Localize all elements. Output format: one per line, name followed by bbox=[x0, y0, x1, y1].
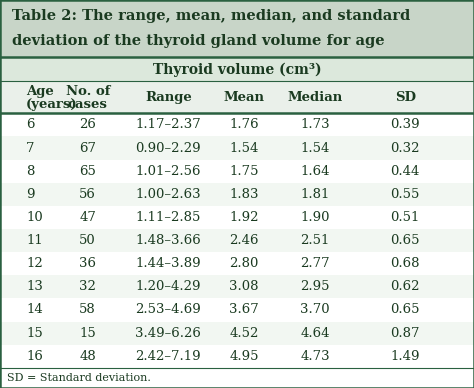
Bar bbox=[0, 137, 474, 159]
Text: 1.81: 1.81 bbox=[301, 188, 330, 201]
Text: 32: 32 bbox=[79, 281, 96, 293]
Text: 3.49–6.26: 3.49–6.26 bbox=[136, 327, 201, 340]
Bar bbox=[0, 252, 474, 275]
Bar bbox=[0, 298, 474, 322]
Text: 4.52: 4.52 bbox=[229, 327, 259, 340]
Text: 3.08: 3.08 bbox=[229, 281, 259, 293]
Text: 7: 7 bbox=[26, 142, 35, 154]
Text: 26: 26 bbox=[79, 118, 96, 132]
Text: 4.73: 4.73 bbox=[301, 350, 330, 363]
Text: 10: 10 bbox=[26, 211, 43, 224]
Text: 16: 16 bbox=[26, 350, 43, 363]
Bar bbox=[0, 113, 474, 137]
Text: Table 2: The range, mean, median, and standard: Table 2: The range, mean, median, and st… bbox=[12, 9, 410, 23]
Text: 1.11–2.85: 1.11–2.85 bbox=[136, 211, 201, 224]
Text: 1.90: 1.90 bbox=[301, 211, 330, 224]
Text: 0.39: 0.39 bbox=[391, 118, 420, 132]
Text: No. of: No. of bbox=[65, 85, 110, 98]
Bar bbox=[0, 275, 474, 298]
Text: 1.54: 1.54 bbox=[301, 142, 330, 154]
Text: 2.77: 2.77 bbox=[301, 257, 330, 270]
Text: 6: 6 bbox=[26, 118, 35, 132]
Text: 48: 48 bbox=[79, 350, 96, 363]
Text: 1.75: 1.75 bbox=[229, 165, 259, 178]
Text: 2.80: 2.80 bbox=[229, 257, 259, 270]
Text: deviation of the thyroid gland volume for age: deviation of the thyroid gland volume fo… bbox=[12, 35, 384, 48]
Text: 0.44: 0.44 bbox=[391, 165, 420, 178]
Text: 0.68: 0.68 bbox=[391, 257, 420, 270]
Text: 1.01–2.56: 1.01–2.56 bbox=[136, 165, 201, 178]
Text: Thyroid volume (cm³): Thyroid volume (cm³) bbox=[153, 62, 321, 77]
Text: 15: 15 bbox=[79, 327, 96, 340]
Text: 1.20–4.29: 1.20–4.29 bbox=[136, 281, 201, 293]
Text: 58: 58 bbox=[79, 303, 96, 317]
Text: 1.48–3.66: 1.48–3.66 bbox=[136, 234, 201, 247]
Text: Mean: Mean bbox=[224, 91, 264, 104]
Text: 67: 67 bbox=[79, 142, 96, 154]
Text: 2.46: 2.46 bbox=[229, 234, 259, 247]
Text: 15: 15 bbox=[26, 327, 43, 340]
Bar bbox=[0, 81, 474, 113]
Text: 1.73: 1.73 bbox=[301, 118, 330, 132]
Text: 36: 36 bbox=[79, 257, 96, 270]
Bar bbox=[0, 368, 474, 388]
Text: 4.95: 4.95 bbox=[229, 350, 259, 363]
Bar bbox=[0, 159, 474, 183]
Bar bbox=[0, 183, 474, 206]
Text: 1.54: 1.54 bbox=[229, 142, 259, 154]
Text: 1.00–2.63: 1.00–2.63 bbox=[136, 188, 201, 201]
Bar bbox=[0, 322, 474, 345]
Text: 4.64: 4.64 bbox=[301, 327, 330, 340]
Text: 0.51: 0.51 bbox=[391, 211, 420, 224]
Text: 65: 65 bbox=[79, 165, 96, 178]
Text: Age: Age bbox=[26, 85, 54, 98]
Text: 0.32: 0.32 bbox=[391, 142, 420, 154]
Bar bbox=[0, 206, 474, 229]
Text: 56: 56 bbox=[79, 188, 96, 201]
Text: 3.67: 3.67 bbox=[229, 303, 259, 317]
Text: 2.95: 2.95 bbox=[301, 281, 330, 293]
Text: 1.83: 1.83 bbox=[229, 188, 259, 201]
Text: 0.55: 0.55 bbox=[391, 188, 420, 201]
Text: SD = Standard deviation.: SD = Standard deviation. bbox=[7, 373, 151, 383]
Text: (years): (years) bbox=[26, 98, 78, 111]
Bar bbox=[0, 57, 474, 81]
Text: 0.65: 0.65 bbox=[391, 303, 420, 317]
Bar bbox=[0, 229, 474, 252]
Text: 0.90–2.29: 0.90–2.29 bbox=[136, 142, 201, 154]
Text: 1.92: 1.92 bbox=[229, 211, 259, 224]
Text: 14: 14 bbox=[26, 303, 43, 317]
Text: 1.44–3.89: 1.44–3.89 bbox=[136, 257, 201, 270]
Bar bbox=[0, 345, 474, 368]
Text: 0.87: 0.87 bbox=[391, 327, 420, 340]
Text: 2.53–4.69: 2.53–4.69 bbox=[136, 303, 201, 317]
Text: 12: 12 bbox=[26, 257, 43, 270]
Text: 2.51: 2.51 bbox=[301, 234, 330, 247]
Text: 8: 8 bbox=[26, 165, 35, 178]
Text: 2.42–7.19: 2.42–7.19 bbox=[136, 350, 201, 363]
Text: 11: 11 bbox=[26, 234, 43, 247]
Text: Range: Range bbox=[145, 91, 191, 104]
Text: 9: 9 bbox=[26, 188, 35, 201]
Text: 0.65: 0.65 bbox=[391, 234, 420, 247]
Text: SD: SD bbox=[395, 91, 416, 104]
Text: 1.64: 1.64 bbox=[301, 165, 330, 178]
Text: 13: 13 bbox=[26, 281, 43, 293]
Text: 1.17–2.37: 1.17–2.37 bbox=[136, 118, 201, 132]
Text: 47: 47 bbox=[79, 211, 96, 224]
Text: 3.70: 3.70 bbox=[301, 303, 330, 317]
Text: Median: Median bbox=[288, 91, 343, 104]
Text: cases: cases bbox=[68, 98, 108, 111]
Text: 50: 50 bbox=[79, 234, 96, 247]
Text: 1.49: 1.49 bbox=[391, 350, 420, 363]
Text: 1.76: 1.76 bbox=[229, 118, 259, 132]
Bar bbox=[0, 0, 474, 57]
Text: 0.62: 0.62 bbox=[391, 281, 420, 293]
